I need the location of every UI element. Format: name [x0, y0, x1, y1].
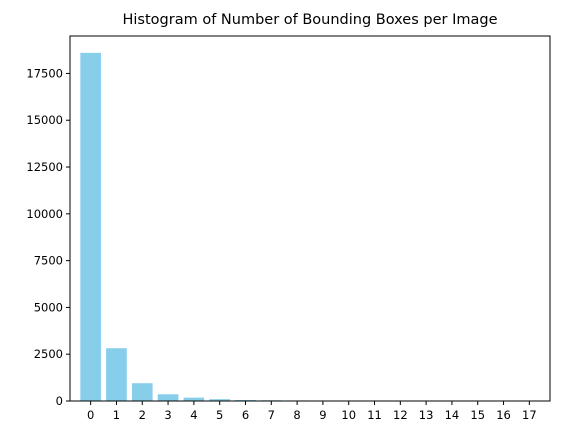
x-tick-label: 6	[242, 408, 249, 422]
x-tick-label: 1	[113, 408, 120, 422]
x-tick-label: 7	[268, 408, 275, 422]
bar-5	[209, 399, 230, 401]
x-tick-label: 14	[445, 408, 460, 422]
x-tick-label: 10	[341, 408, 356, 422]
bar-3	[157, 394, 179, 401]
x-tick-label: 11	[367, 408, 382, 422]
y-tick-label: 12500	[26, 160, 63, 174]
bar-1	[106, 348, 127, 401]
bar-4	[183, 397, 205, 401]
x-tick-label: 2	[139, 408, 146, 422]
y-tick-label: 10000	[26, 207, 63, 221]
x-tick-label: 8	[293, 408, 300, 422]
y-axis-ticks: 0 2500 5000 7500 10000 12500 15000 17500	[26, 66, 70, 408]
y-tick-label: 5000	[34, 300, 63, 314]
bar-2	[131, 383, 153, 401]
bars-group	[80, 52, 540, 401]
plot-frame	[69, 35, 551, 402]
x-tick-label: 13	[419, 408, 434, 422]
x-axis-ticks: 0 1 2 3 4 5 6 7 8 9 10 11 12 13 14 15 16 17	[87, 401, 537, 422]
x-tick-label: 5	[216, 408, 223, 422]
bar-6	[235, 399, 256, 401]
y-tick-label: 17500	[26, 66, 63, 80]
x-tick-label: 12	[393, 408, 408, 422]
x-tick-label: 9	[319, 408, 326, 422]
x-tick-label: 3	[164, 408, 171, 422]
x-tick-label: 17	[522, 408, 537, 422]
x-tick-label: 15	[470, 408, 485, 422]
y-tick-label: 0	[56, 394, 63, 408]
y-tick-label: 2500	[34, 347, 63, 361]
x-tick-label: 4	[190, 408, 197, 422]
chart-title: Histogram of Number of Bounding Boxes pe…	[123, 12, 498, 28]
y-tick-label: 15000	[26, 113, 63, 127]
bar-0	[80, 52, 101, 401]
x-tick-label: 0	[87, 408, 94, 422]
y-tick-label: 7500	[34, 254, 63, 268]
x-tick-label: 16	[496, 408, 511, 422]
